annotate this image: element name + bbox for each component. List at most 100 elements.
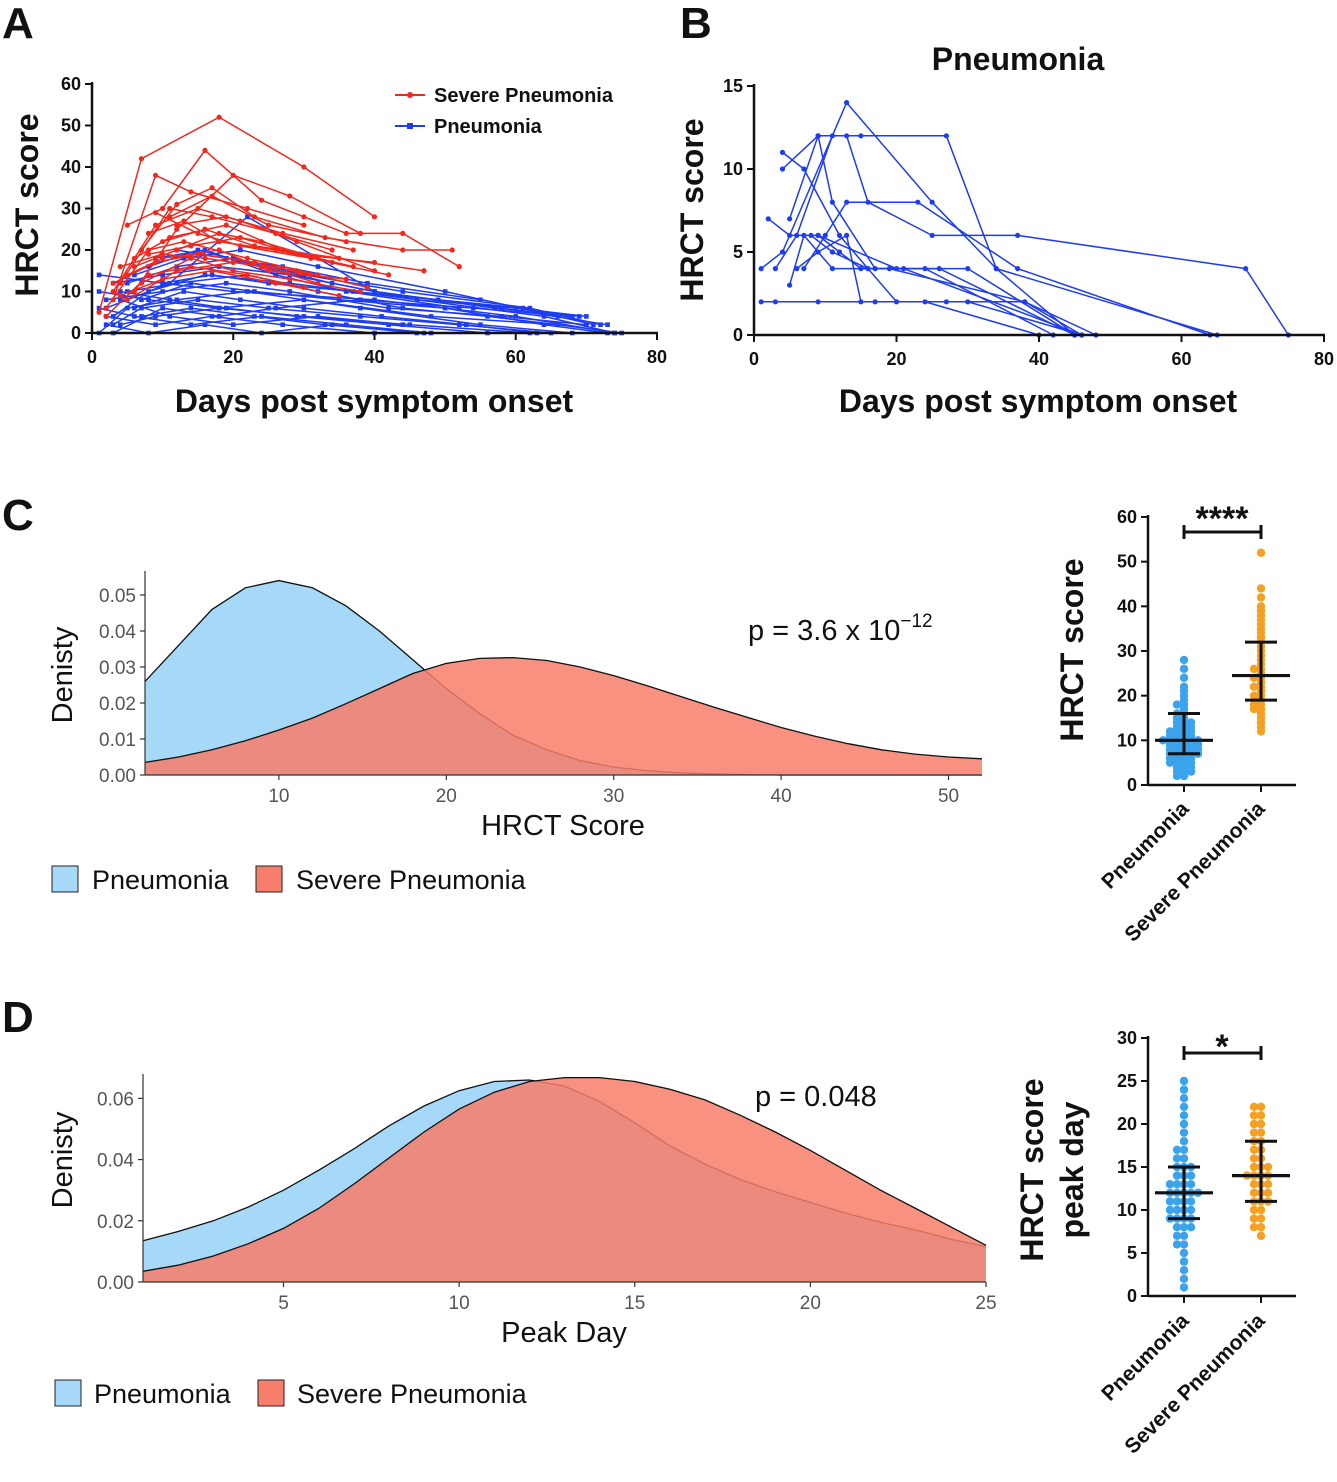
- panel-a-series-1-point-13-2: [188, 322, 194, 327]
- panel-d-dot-dot-0-46: [1179, 1111, 1189, 1120]
- panel-a-series-0-point-16-3: [287, 276, 293, 282]
- panel-a-series-1-point-5-3: [301, 297, 307, 303]
- panel-d-dot-dot-0-0: [1179, 1283, 1189, 1292]
- panel-a-series-1-point-16-6: [555, 322, 561, 327]
- panel-b-series-0-point-3-4: [943, 133, 949, 139]
- panel-b-series-0-line-8: [796, 234, 1040, 336]
- panel-d-dot-dot-1-5: [1256, 1205, 1266, 1215]
- panel-a-series-0-point-8-1: [174, 201, 180, 207]
- panel-b-xtick-label-2: 40: [1029, 349, 1049, 369]
- panel-c-dot-dot-0-62: [1179, 673, 1189, 682]
- panel-c-pvalue-base: p = 3.6 x 10: [748, 615, 900, 647]
- panel-a-series-0-point-3-1: [167, 205, 173, 212]
- panel-a-series-1-point-12-0: [139, 297, 144, 303]
- panel-b-series-0-point-5-6: [1243, 266, 1249, 272]
- panel-a-series-0-point-1-6: [400, 230, 406, 236]
- panel-a-series-0-point-16-0: [138, 280, 145, 286]
- panel-a-series-0-point-20-3: [294, 251, 300, 257]
- panel-c-xtick-label-3: 40: [771, 786, 792, 807]
- panel-a-series-0-point-21-0: [174, 222, 180, 228]
- panel-a-series-1-point-11-2: [223, 305, 229, 311]
- panel-a-series-0-point-14-4: [386, 272, 392, 278]
- panel-d-dot-dot-0-3: [1179, 1257, 1189, 1266]
- panel-b-lines: [758, 100, 1291, 338]
- panel-letter-d: D: [2, 993, 34, 1042]
- panel-b-xtick-label-4: 80: [1314, 349, 1334, 369]
- panel-a-series-0-point-15-2: [251, 243, 258, 249]
- legend-c-severe-swatch: [255, 865, 283, 893]
- panel-a-series-1-point-19-0: [132, 305, 137, 311]
- panel-b-series-0-point-0-2: [844, 100, 850, 106]
- panel-c-dot-ylabel: HRCT score: [1054, 558, 1090, 741]
- panel-c-xtick-label-4: 50: [938, 786, 959, 807]
- panel-b-series-0-point-11-0: [815, 232, 821, 238]
- panel-b-series-0-point-5-5: [1015, 232, 1021, 238]
- panel-b-series-0-point-11-1: [836, 249, 843, 255]
- panel-c-dot-axes: 0 10 20 30 40 50 60: [1117, 507, 1296, 795]
- panel-a-series-1-point-10-2: [209, 314, 215, 319]
- panel-a-series-1-point-16-5: [485, 314, 490, 319]
- panel-letter-b: B: [680, 0, 712, 48]
- panel-c-dot-dot-0-63: [1179, 664, 1189, 674]
- panel-a-series-0-point-19-4: [308, 272, 314, 278]
- panel-d-density: 5 10 15 20 25 0.00 0.02 0.04 0.06 Denisty Peak D…: [47, 1074, 997, 1409]
- panel-b-series-0-point-7-0: [787, 216, 793, 222]
- panel-b-series-0-point-0-0: [758, 266, 764, 272]
- panel-b-series-0-point-5-0: [779, 166, 786, 172]
- panel-c-dot-dot-1-34: [1256, 602, 1266, 611]
- panel-a-series-0-point-22-2: [209, 268, 215, 274]
- panel-a-ylabel: HRCT score: [9, 113, 45, 296]
- panel-a-series-0-point-21-3: [350, 247, 356, 253]
- panel-c-xtick-label-0: 10: [268, 786, 289, 807]
- panel-a-series-0-point-2-4: [301, 222, 307, 228]
- panel-a-series-1-point-21-2: [230, 322, 236, 327]
- panel-d-dot-dot-0-18: [1186, 1205, 1196, 1215]
- panel-d-dot-ytick-label-3: 15: [1117, 1157, 1137, 1177]
- panel-a-series-1-point-5-1: [153, 314, 158, 319]
- panel-b-ytick-label-3: 15: [723, 76, 743, 96]
- panel-a-series-0-point-1-2: [202, 147, 208, 153]
- panel-d-dot-dot-1-21: [1249, 1162, 1259, 1172]
- panel-a-series-0-point-17-3: [343, 239, 349, 245]
- panel-a-series-1-point-4-4: [358, 305, 363, 311]
- panel-b-series-0-point-7-2: [829, 199, 835, 205]
- panel-a-series-0-point-10-2: [223, 222, 229, 228]
- panel-a-series-1-point-22-1: [188, 305, 194, 311]
- panel-a-series-0-point-4-2: [230, 172, 236, 178]
- panel-a-series-1-point-18-0: [103, 322, 109, 327]
- panel-c-area-1: [145, 657, 982, 775]
- panel-d-dot-dot-0-30: [1172, 1180, 1182, 1189]
- panel-a-series-1-point-22-2: [252, 314, 257, 319]
- panel-c-ytick-label-5: 0.05: [99, 586, 136, 607]
- panel-a-series-0-point-4-4: [357, 230, 363, 236]
- panel-a-series-1-point-4-5: [478, 322, 483, 327]
- panel-a-series-1-point-14-1: [195, 247, 201, 253]
- panel-c-ytick-label-0: 0.00: [99, 766, 136, 787]
- panel-b-series-0-point-1-0: [758, 299, 764, 305]
- panel-d-xtick-label-0: 5: [278, 1293, 289, 1314]
- panel-a-series-0-point-4-3: [287, 193, 293, 199]
- panel-d-dot-dot-0-45: [1179, 1119, 1189, 1129]
- panel-a-series-0-point-5-0: [103, 305, 109, 311]
- panel-b-title: Pneumonia: [932, 41, 1105, 77]
- panel-a-series-1-point-20-1: [209, 272, 215, 278]
- panel-d-dot-dot-0-10: [1172, 1223, 1182, 1232]
- panel-a-series-0-point-13-2: [230, 259, 236, 266]
- panel-a-series-0-point-8-0: [138, 247, 145, 253]
- panel-d-dot-dot-0-35: [1186, 1171, 1196, 1180]
- panel-a-series-0-point-0-4: [371, 214, 378, 220]
- panel-b-xlabel: Days post symptom onset: [839, 383, 1238, 419]
- panel-a-series-1-point-4-3: [245, 289, 250, 294]
- panel-a-series-0-point-12-1: [181, 218, 187, 224]
- panel-a-series-1-point-3-0: [110, 314, 116, 319]
- panel-a-series-0-point-22-1: [160, 276, 166, 282]
- panel-b-ylabel: HRCT score: [674, 118, 710, 301]
- panel-d-dot-dot-1-34: [1249, 1111, 1259, 1120]
- panel-a-series-1-point-7-2: [230, 256, 236, 261]
- panel-d-dot-dot-0-1: [1179, 1274, 1189, 1284]
- panel-a-series-0-point-22-0: [117, 293, 123, 299]
- panel-a-series-0-line-7: [112, 207, 375, 292]
- panel-d-dot-dot-0-2: [1179, 1266, 1189, 1275]
- panel-a-series-1-point-7-6: [598, 322, 603, 327]
- legend-d-severe-swatch: [257, 1379, 285, 1407]
